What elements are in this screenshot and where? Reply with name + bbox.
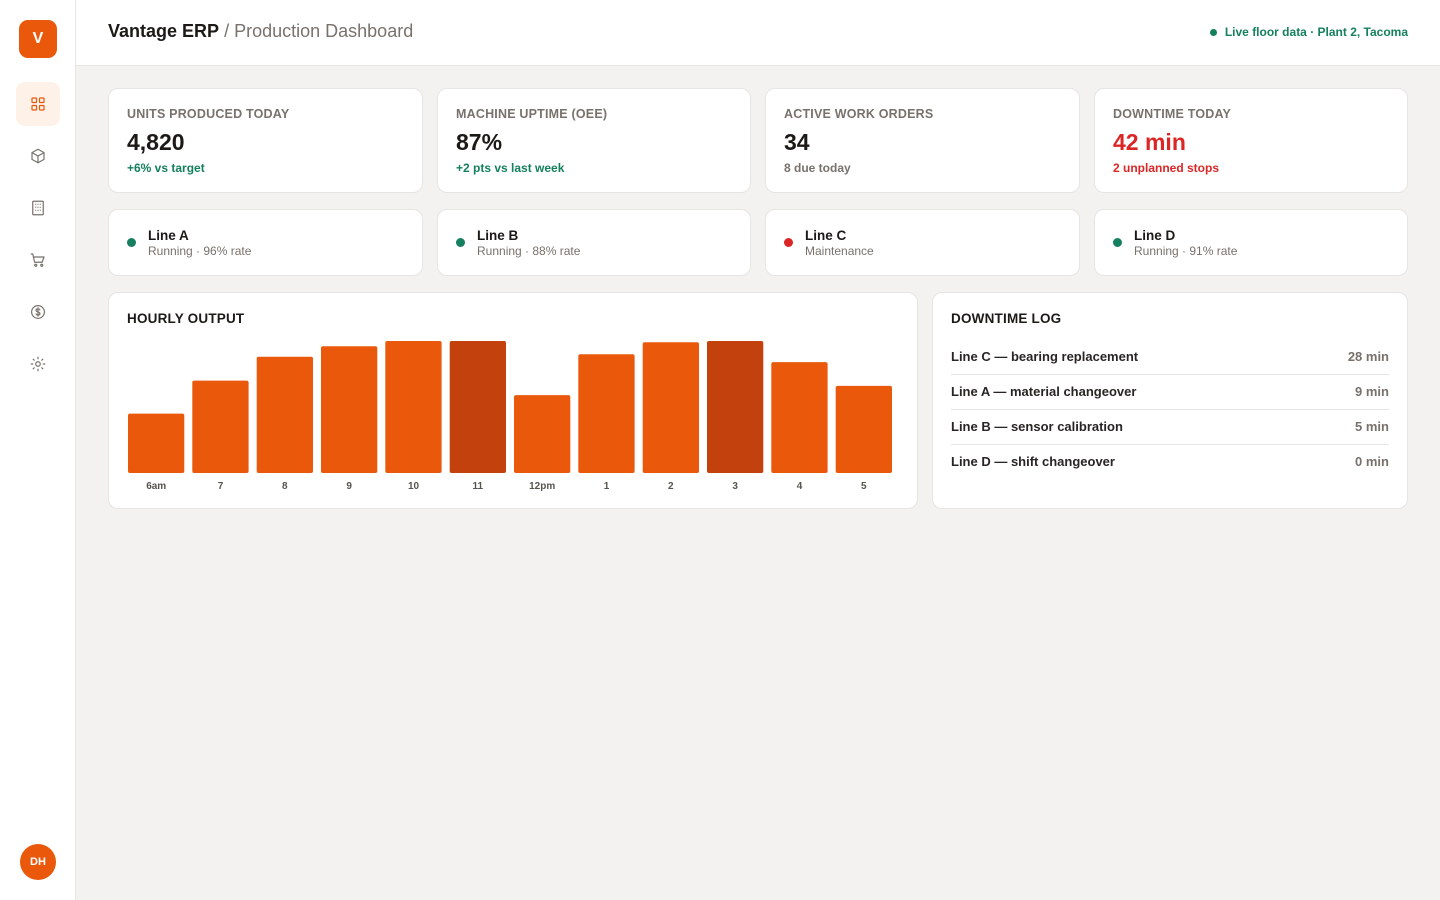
x-tick-label: 10 (408, 481, 420, 492)
kpi-card-units: Units Produced Today 4,820 +6% vs target (108, 88, 423, 193)
line-card-c[interactable]: Line C Maintenance (765, 209, 1080, 276)
kpi-value: 4,820 (127, 129, 185, 155)
bar-5[interactable] (835, 385, 892, 473)
line-name: Line D (1134, 228, 1176, 243)
kpi-note: 8 due today (784, 161, 851, 175)
live-status: Live floor data · Plant 2, Tacoma (1209, 25, 1408, 39)
top-header: Vantage ERP / Production Dashboard Live … (76, 0, 1440, 66)
line-status: Running · 88% rate (477, 244, 581, 258)
status-dot (1113, 238, 1122, 247)
log-row[interactable]: Line D — shift changeover 0 min (951, 444, 1389, 479)
bar-10[interactable] (385, 341, 442, 473)
downtime-log-panel: DOWNTIME LOG Line C — bearing replacemen… (932, 292, 1408, 509)
bar-2[interactable] (642, 342, 699, 473)
x-tick-label: 6am (146, 481, 166, 492)
bar-9[interactable] (321, 346, 378, 473)
live-status-text: Live floor data · Plant 2, Tacoma (1224, 25, 1408, 39)
bar-11[interactable] (449, 341, 506, 473)
bar-6am[interactable] (128, 413, 185, 473)
kpi-note: +6% vs target (127, 161, 205, 175)
line-status: Running · 96% rate (148, 244, 252, 258)
line-name: Line B (477, 228, 519, 243)
log-description: Line C — bearing replacement (951, 349, 1139, 364)
kpi-label: Units Produced Today (127, 107, 290, 121)
x-tick-label: 12pm (529, 481, 555, 492)
bar-1[interactable] (578, 354, 635, 473)
nav-settings[interactable] (16, 342, 60, 386)
app-logo[interactable]: V (19, 20, 57, 58)
hourly-output-panel: HOURLY OUTPUT 6am 7 8 9 10 11 12pm 1 2 3 4 5 (108, 292, 918, 509)
log-description: Line B — sensor calibration (951, 419, 1123, 434)
user-avatar[interactable]: DH (20, 844, 56, 880)
line-name: Line A (148, 228, 189, 243)
nav-finance[interactable] (16, 290, 60, 334)
bar-3[interactable] (707, 341, 764, 473)
x-tick-label: 1 (604, 481, 610, 492)
nav-dashboard[interactable] (16, 82, 60, 126)
x-tick-label: 7 (218, 481, 224, 492)
sidebar: V DH (0, 0, 76, 900)
bar-7[interactable] (192, 380, 249, 473)
building-icon (32, 200, 44, 216)
bar-8[interactable] (256, 356, 313, 473)
x-tick-label: 9 (346, 481, 352, 492)
kpi-note: 2 unplanned stops (1113, 161, 1220, 175)
line-name: Line C (805, 228, 847, 243)
brand-name: Vantage ERP (108, 21, 220, 41)
line-card-a[interactable]: Line A Running · 96% rate (108, 209, 423, 276)
cart-icon (30, 253, 45, 267)
divider (951, 409, 1389, 410)
kpi-value: 42 min (1113, 129, 1186, 155)
bar-12pm[interactable] (514, 395, 571, 473)
panel-title: HOURLY OUTPUT (127, 311, 245, 326)
kpi-note: +2 pts vs last week (456, 161, 565, 175)
live-indicator-dot (1209, 28, 1217, 36)
dollar-icon (31, 305, 45, 319)
log-duration: 0 min (1355, 454, 1389, 469)
nav-inventory[interactable] (16, 134, 60, 178)
x-tick-label: 5 (861, 481, 867, 492)
log-duration: 28 min (1347, 349, 1389, 364)
grid-icon (31, 97, 45, 111)
x-tick-label: 3 (732, 481, 738, 492)
line-status: Maintenance (805, 244, 874, 258)
log-row[interactable]: Line C — bearing replacement 28 min (951, 339, 1389, 374)
kpi-card-uptime: Machine Uptime (OEE) 87% +2 pts vs last … (437, 88, 751, 193)
log-description: Line A — material changeover (951, 384, 1137, 399)
line-card-d[interactable]: Line D Running · 91% rate (1094, 209, 1408, 276)
bar-4[interactable] (771, 362, 828, 473)
kpi-value: 34 (784, 129, 810, 155)
divider (951, 444, 1389, 445)
kpi-card-work-orders: Active Work Orders 34 8 due today (765, 88, 1080, 193)
page-title: Vantage ERP / Production Dashboard (108, 21, 413, 42)
divider (951, 374, 1389, 375)
breadcrumb-page: Production Dashboard (234, 21, 414, 41)
hourly-output-chart: 6am 7 8 9 10 11 12pm 1 2 3 4 5 (128, 341, 892, 492)
line-card-b[interactable]: Line B Running · 88% rate (437, 209, 751, 276)
status-dot (784, 238, 793, 247)
nav-facilities[interactable] (16, 186, 60, 230)
kpi-card-downtime: Downtime Today 42 min 2 unplanned stops (1094, 88, 1408, 193)
log-description: Line D — shift changeover (951, 454, 1115, 469)
breadcrumb-separator: / (224, 21, 230, 41)
panel-title: DOWNTIME LOG (951, 311, 1062, 326)
status-dot (127, 238, 136, 247)
x-tick-label: 4 (797, 481, 803, 492)
kpi-label: Downtime Today (1113, 107, 1232, 121)
gear-icon (30, 356, 46, 372)
x-tick-label: 11 (473, 481, 484, 492)
x-tick-label: 8 (282, 481, 288, 492)
log-row[interactable]: Line B — sensor calibration 5 min (951, 409, 1389, 444)
kpi-value: 87% (456, 129, 503, 155)
x-tick-label: 2 (668, 481, 674, 492)
kpi-label: Active Work Orders (784, 107, 934, 121)
nav-orders[interactable] (16, 238, 60, 282)
log-row[interactable]: Line A — material changeover 9 min (951, 374, 1389, 409)
log-duration: 5 min (1355, 419, 1389, 434)
box-icon (31, 148, 45, 164)
log-duration: 9 min (1355, 384, 1389, 399)
kpi-label: Machine Uptime (OEE) (456, 107, 608, 121)
status-dot (456, 238, 465, 247)
line-status: Running · 91% rate (1134, 244, 1238, 258)
